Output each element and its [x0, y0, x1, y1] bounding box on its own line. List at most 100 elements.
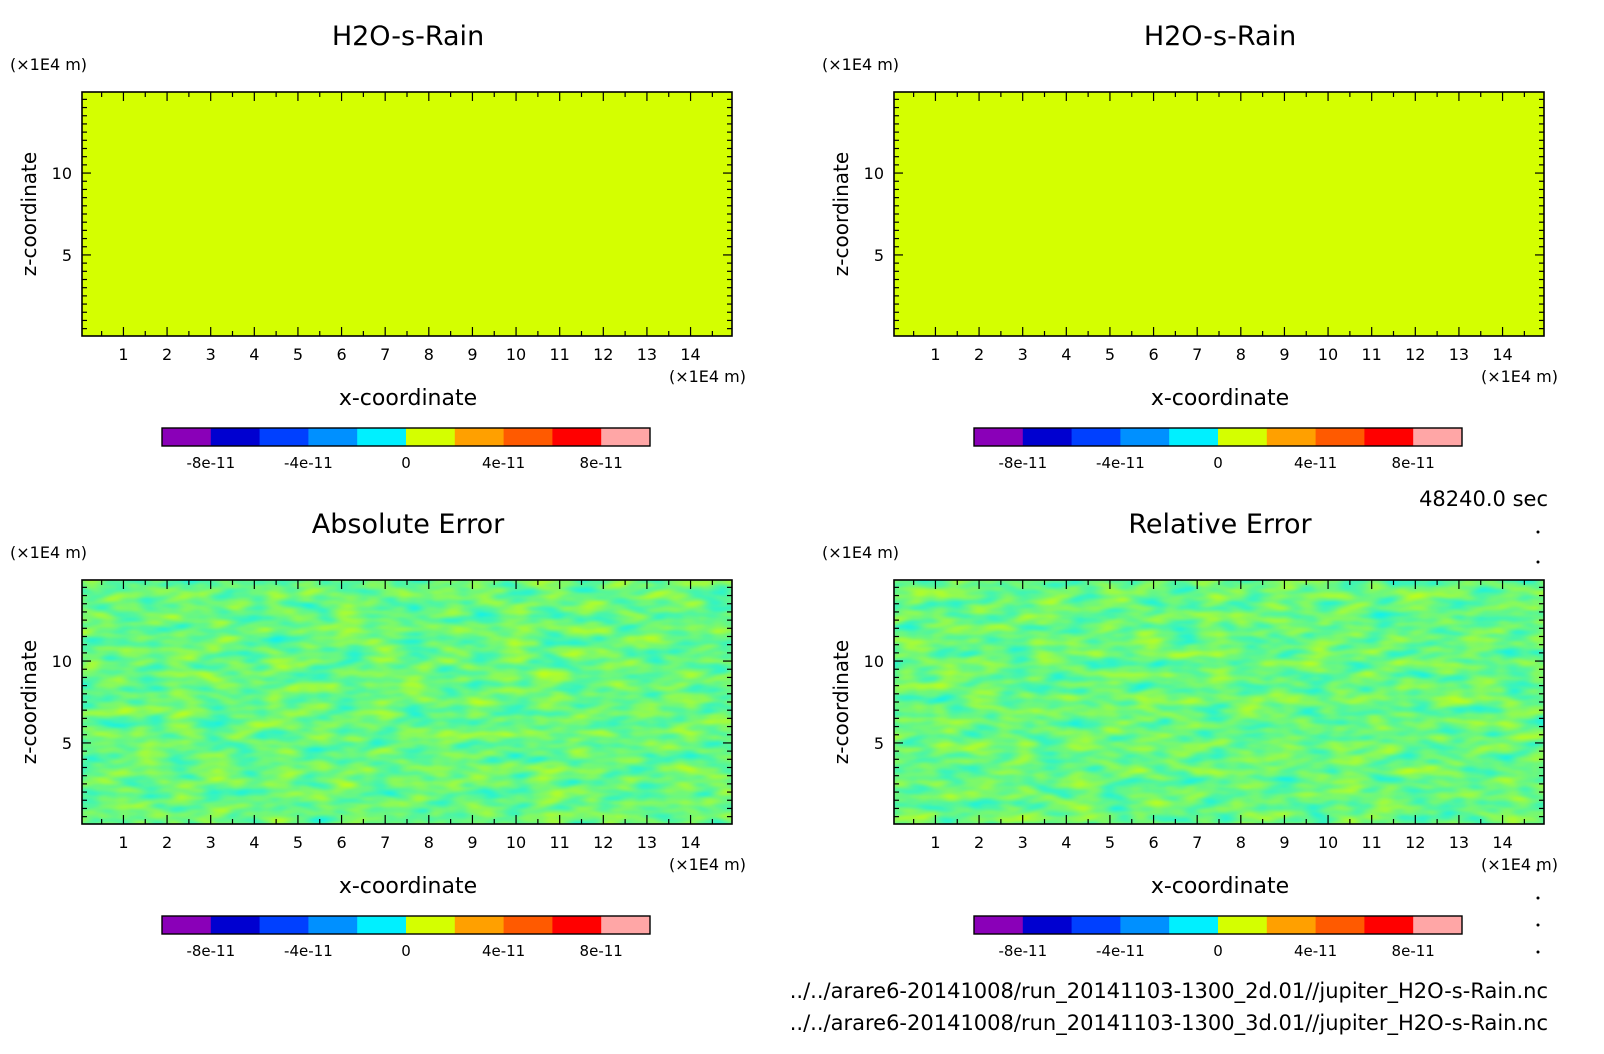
x-tick-label: 5: [1105, 833, 1115, 852]
margin-dot: [1536, 950, 1540, 954]
colorbar-segment: [259, 428, 309, 446]
x-tick-label: 4: [249, 345, 259, 364]
x-tick-label: 7: [380, 833, 390, 852]
y-axis-label: z-coordinate: [829, 152, 853, 276]
colorbar-tick-label: 8e-11: [580, 454, 623, 472]
y-tick-label: 10: [864, 164, 884, 183]
colorbar-segment: [1071, 428, 1121, 446]
x-tick-label: 7: [1192, 833, 1202, 852]
margin-dot: [1536, 868, 1540, 872]
y-unit-label: (×1E4 m): [10, 55, 87, 74]
x-tick-label: 8: [1236, 345, 1246, 364]
colorbar-tick-label: -4e-11: [284, 454, 333, 472]
x-tick-label: 1: [930, 833, 940, 852]
colorbar-frame: [973, 915, 1463, 935]
colorbar-segment: [503, 428, 553, 446]
colorbar-tick-label: 8e-11: [1392, 942, 1435, 960]
x-tick-label: 2: [162, 833, 172, 852]
colorbar-segment: [1120, 916, 1170, 934]
y-unit-label: (×1E4 m): [822, 543, 899, 562]
x-tick-label: 12: [1405, 345, 1425, 364]
colorbar-tick-label: -4e-11: [284, 942, 333, 960]
colorbar-tick-label: -4e-11: [1096, 454, 1145, 472]
colorbar-segment: [552, 428, 602, 446]
x-tick-label: 5: [293, 345, 303, 364]
x-tick-label: 2: [974, 833, 984, 852]
colorbar-frame: [973, 427, 1463, 447]
panel-title: H2O-s-Rain: [1144, 21, 1296, 52]
margin-dot: [1536, 923, 1540, 927]
colorbar-tick-label: 8e-11: [1392, 454, 1435, 472]
x-tick-label: 2: [974, 345, 984, 364]
colorbar-tick-label: -8e-11: [186, 454, 235, 472]
file-path-2d: ../../arare6-20141008/run_20141103-1300_…: [790, 979, 1548, 1004]
colorbar-segment: [1169, 428, 1219, 446]
error-field: [82, 580, 732, 824]
y-unit-label: (×1E4 m): [10, 543, 87, 562]
x-tick-label: 6: [336, 345, 346, 364]
x-axis-label: x-coordinate: [339, 874, 477, 899]
x-tick-label: 11: [550, 345, 570, 364]
colorbar-tick-label: -8e-11: [186, 942, 235, 960]
colorbar-segment: [1218, 916, 1268, 934]
x-tick-label: 10: [1318, 833, 1338, 852]
panel-2: H2O-s-Rain(×1E4 m)1 2 3 4 5 6 7 8 9 10 11 12 13 14510…: [822, 21, 1558, 472]
x-tick-label: 9: [467, 833, 477, 852]
file-path-3d: ../../arare6-20141008/run_20141103-1300_…: [790, 1011, 1548, 1036]
colorbar-tick-label: 4e-11: [1294, 454, 1337, 472]
colorbar-segment: [1120, 428, 1170, 446]
y-tick-label: 5: [874, 734, 884, 753]
colorbar-tick-label: 4e-11: [1294, 942, 1337, 960]
margin-dot: [1536, 530, 1540, 534]
colorbar-segment: [552, 916, 602, 934]
x-tick-label: 8: [424, 833, 434, 852]
colorbar-segment: [1266, 916, 1317, 934]
colorbar-segment: [503, 916, 553, 934]
colorbar-segment: [406, 428, 456, 446]
error-field: [894, 580, 1544, 824]
colorbar-segment: [1413, 428, 1463, 446]
colorbar-segment: [406, 916, 456, 934]
x-tick-label: 7: [380, 345, 390, 364]
colorbar-tick-label: -8e-11: [998, 454, 1047, 472]
x-tick-label: 9: [467, 345, 477, 364]
colorbar-segment: [357, 916, 407, 934]
panel-title: Absolute Error: [312, 509, 505, 540]
y-tick-label: 5: [62, 734, 72, 753]
colorbar-segment: [1364, 916, 1414, 934]
colorbar-segment: [1022, 916, 1073, 934]
colorbar-tick-label: 0: [1213, 942, 1223, 960]
x-tick-label: 8: [1236, 833, 1246, 852]
x-tick-label: 10: [506, 833, 526, 852]
x-tick-label: 10: [506, 345, 526, 364]
colorbar-segment: [1315, 916, 1365, 934]
colorbar-segment: [1364, 428, 1414, 446]
colorbar-tick-label: 4e-11: [482, 454, 525, 472]
x-tick-label: 1: [118, 345, 128, 364]
y-tick-label: 10: [52, 652, 72, 671]
colorbar-segment: [974, 916, 1024, 934]
colorbar-segment: [1071, 916, 1121, 934]
x-tick-label: 9: [1279, 345, 1289, 364]
y-axis-label: z-coordinate: [829, 640, 853, 764]
x-tick-label: 13: [1449, 833, 1469, 852]
colorbar-segment: [454, 428, 505, 446]
x-tick-label: 9: [1279, 833, 1289, 852]
colorbar-segment: [1266, 428, 1317, 446]
colorbar-frame: [161, 427, 651, 447]
colorbar-tick-label: -4e-11: [1096, 942, 1145, 960]
x-tick-label: 14: [680, 345, 700, 364]
margin-dot: [1536, 896, 1540, 900]
x-tick-label: 11: [550, 833, 570, 852]
x-tick-label: 12: [593, 833, 613, 852]
y-tick-label: 10: [52, 164, 72, 183]
x-axis-label: x-coordinate: [1151, 874, 1289, 899]
colorbar-segment: [601, 428, 651, 446]
x-tick-label: 3: [206, 833, 216, 852]
colorbar-segment: [308, 916, 358, 934]
x-tick-label: 8: [424, 345, 434, 364]
x-tick-label: 10: [1318, 345, 1338, 364]
colorbar-segment: [210, 916, 261, 934]
colorbar-segment: [1169, 916, 1219, 934]
